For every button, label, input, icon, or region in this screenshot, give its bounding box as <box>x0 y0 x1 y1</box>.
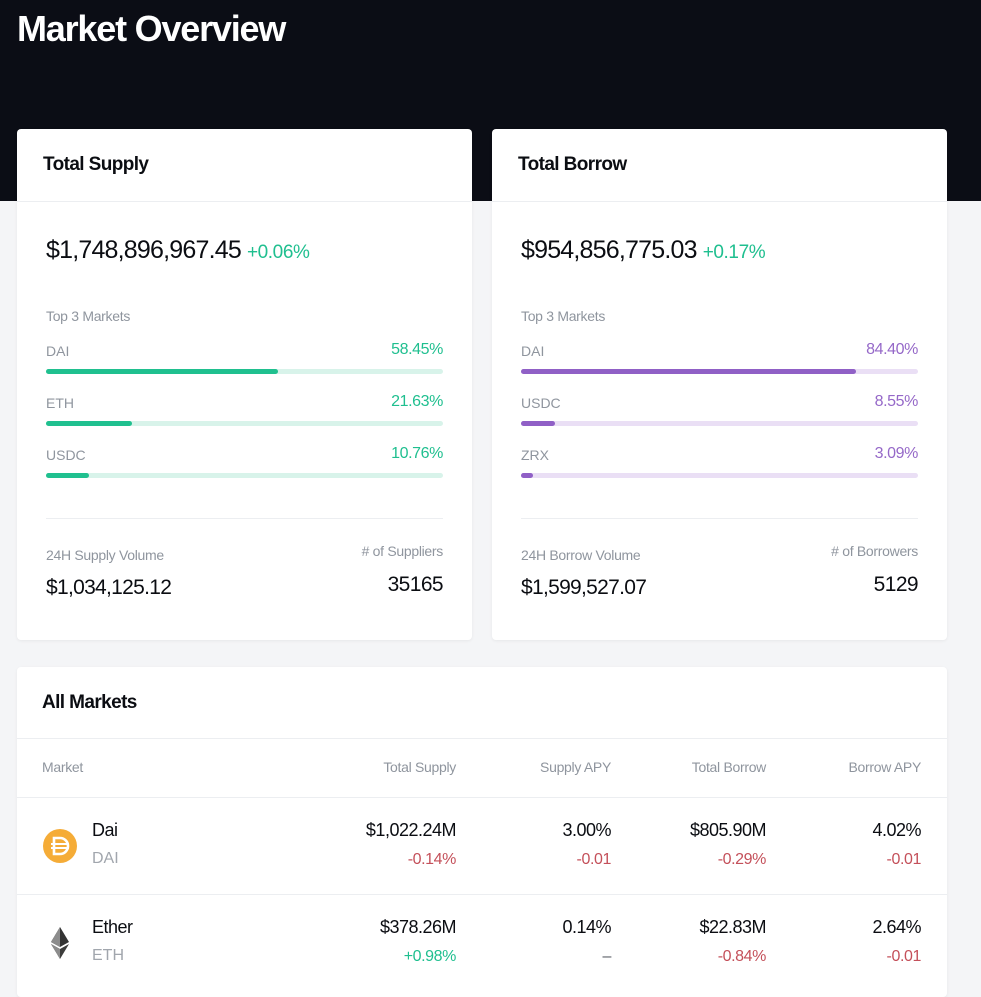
volume-value: $1,034,125.12 <box>46 576 172 599</box>
market-percent: 3.09% <box>874 445 919 462</box>
share-bar-track <box>46 421 443 426</box>
all-markets-card: All Markets Market Total Supply Supply A… <box>17 667 947 997</box>
borrow-apy-change: -0.01 <box>886 851 922 868</box>
market-percent: 21.63% <box>391 393 443 410</box>
market-name: DAI <box>521 343 545 359</box>
top-market-row[interactable]: ZRX 3.09% <box>521 445 919 487</box>
supply-apy-value: 3.00% <box>562 820 611 840</box>
card-header: All Markets <box>17 667 947 739</box>
ether-icon <box>51 927 69 959</box>
total-supply-amount: $1,748,896,967.45 +0.06% <box>46 236 310 265</box>
column-header-supply-apy[interactable]: Supply APY <box>540 759 611 775</box>
table-row[interactable]: Ether ETH $378.26M +0.98% 0.14% – $22.83… <box>17 895 947 991</box>
share-bar-track <box>521 473 918 478</box>
supply-apy-change: – <box>602 948 612 965</box>
share-bar-track <box>46 369 443 374</box>
share-bar-fill <box>46 369 279 374</box>
market-percent: 84.40% <box>866 341 918 358</box>
total-value: $1,748,896,967.45 <box>46 236 242 264</box>
share-bar-track <box>46 473 443 478</box>
market-percent: 58.45% <box>391 341 443 358</box>
total-change: +0.06% <box>246 242 310 263</box>
share-bar-fill <box>46 421 132 426</box>
all-markets-title: All Markets <box>42 692 137 713</box>
table-row[interactable]: Dai DAI $1,022.24M -0.14% 3.00% -0.01 $8… <box>17 798 947 894</box>
share-bar-fill <box>521 421 555 426</box>
supply-apy-value: 0.14% <box>562 917 611 937</box>
column-header-market[interactable]: Market <box>42 759 83 775</box>
share-bar-track <box>521 421 918 426</box>
borrow-apy-value: 4.02% <box>872 820 921 840</box>
total-borrow-change: -0.29% <box>717 851 767 868</box>
column-header-total-borrow[interactable]: Total Borrow <box>691 759 767 775</box>
top-market-row[interactable]: DAI 58.45% <box>46 341 443 383</box>
volume-label: 24H Supply Volume <box>46 547 164 563</box>
card-title: Total Supply <box>43 154 149 175</box>
card-header: Total Borrow <box>492 129 947 202</box>
total-borrow-card: Total Borrow $954,856,775.03 +0.17% Top 3… <box>492 129 947 640</box>
row-divider <box>17 894 947 895</box>
asset-name: Ether <box>92 917 133 937</box>
total-supply-value: $1,022.24M <box>365 820 457 840</box>
borrowers-label: # of Borrowers <box>831 543 918 559</box>
divider <box>46 518 443 519</box>
card-header: Total Supply <box>17 129 472 202</box>
divider <box>521 518 918 519</box>
page-title: Market Overview <box>17 8 286 49</box>
volume-value: $1,599,527.07 <box>521 576 647 599</box>
market-name: DAI <box>46 343 70 359</box>
borrow-apy-change: -0.01 <box>886 948 922 965</box>
total-borrow-value: $22.83M <box>699 917 766 937</box>
borrowers-count: 5129 <box>873 573 919 596</box>
total-supply-card: Total Supply $1,748,896,967.45 +0.06% Top… <box>17 129 472 640</box>
total-supply-change: +0.98% <box>403 948 457 965</box>
asset-symbol: DAI <box>92 850 119 867</box>
share-bar-fill <box>46 473 89 478</box>
total-borrow-value: $805.90M <box>689 820 767 840</box>
asset-symbol: ETH <box>92 947 124 964</box>
total-change: +0.17% <box>702 242 766 263</box>
total-borrow-amount: $954,856,775.03 +0.17% <box>521 236 766 265</box>
total-borrow-change: -0.84% <box>717 948 767 965</box>
asset-name: Dai <box>92 820 118 840</box>
volume-label: 24H Borrow Volume <box>521 547 641 563</box>
top-market-row[interactable]: DAI 84.40% <box>521 341 918 383</box>
market-percent: 8.55% <box>874 393 919 410</box>
market-name: ZRX <box>521 447 549 463</box>
suppliers-label: # of Suppliers <box>361 543 444 559</box>
total-supply-change: -0.14% <box>407 851 457 868</box>
column-header-borrow-apy[interactable]: Borrow APY <box>848 759 922 775</box>
card-title: Total Borrow <box>518 154 627 175</box>
market-name: ETH <box>46 395 74 411</box>
top-markets-label: Top 3 Markets <box>521 308 606 324</box>
share-bar-fill <box>521 369 857 374</box>
market-name: USDC <box>46 447 86 463</box>
borrow-apy-value: 2.64% <box>872 917 921 937</box>
dai-icon <box>43 829 77 863</box>
total-supply-value: $378.26M <box>379 917 457 937</box>
market-percent: 10.76% <box>391 445 443 462</box>
suppliers-count: 35165 <box>387 573 444 596</box>
total-value: $954,856,775.03 <box>521 236 697 264</box>
share-bar-track <box>521 369 918 374</box>
top-markets-label: Top 3 Markets <box>46 308 131 324</box>
header-divider <box>17 797 947 798</box>
supply-apy-change: -0.01 <box>576 851 612 868</box>
top-market-row[interactable]: USDC 10.76% <box>46 445 443 487</box>
top-market-row[interactable]: ETH 21.63% <box>46 393 443 435</box>
top-market-row[interactable]: USDC 8.55% <box>521 393 919 435</box>
market-name: USDC <box>521 395 561 411</box>
share-bar-fill <box>521 473 534 478</box>
column-header-total-supply[interactable]: Total Supply <box>383 759 456 775</box>
